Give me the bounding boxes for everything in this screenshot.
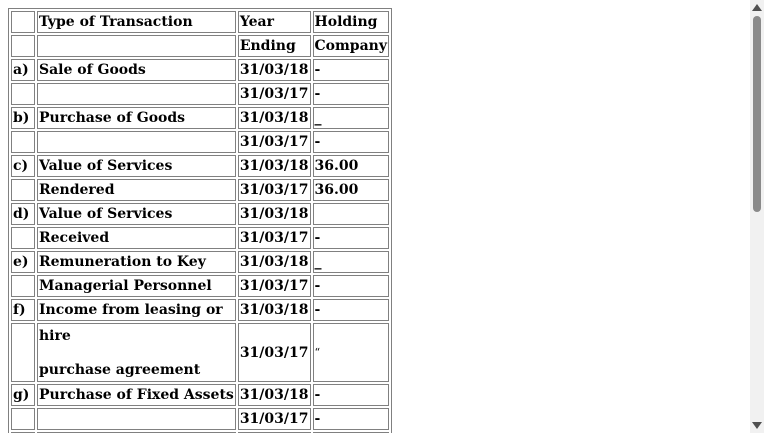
transaction-type: Purchase of Fixed Assets [37, 384, 236, 406]
year-ending: 31/03/18 [237, 155, 311, 177]
transaction-type [37, 83, 236, 105]
year-ending: 31/03/18 [237, 107, 311, 129]
row-label [11, 179, 35, 201]
header-cell [11, 35, 35, 57]
header-cell-ending: Ending [237, 35, 311, 57]
holding-company-value: - [312, 131, 389, 153]
holding-company-value: - [312, 299, 389, 321]
row-label: d) [11, 203, 35, 225]
table-row: 31/03/17 - [11, 408, 389, 430]
row-label: b) [11, 107, 35, 129]
year-ending: 31/03/18 [237, 299, 311, 321]
row-label: e) [11, 251, 35, 273]
holding-company-value: 36.00 [312, 155, 389, 177]
scroll-up-arrow-icon[interactable] [752, 4, 762, 11]
table-row: b) Purchase of Goods 31/03/18 _ [11, 107, 389, 129]
table-row: 31/03/17 - [11, 131, 389, 153]
transaction-type: Value of Services [37, 155, 236, 177]
header-cell-type: Type of Transaction [37, 11, 236, 33]
row-label [11, 408, 35, 430]
row-label: c) [11, 155, 35, 177]
row-label [11, 131, 35, 153]
transaction-type: Sale of Goods [37, 59, 236, 81]
row-label [11, 83, 35, 105]
transaction-type: Managerial Personnel [37, 275, 236, 297]
year-ending: 31/03/18 [237, 384, 311, 406]
transaction-type-line: purchase agreement [39, 361, 201, 378]
table-row: Managerial Personnel 31/03/17 - [11, 275, 389, 297]
year-ending: 31/03/17 [237, 323, 311, 382]
transaction-type: Remuneration to Key [37, 251, 236, 273]
year-ending: 31/03/17 [237, 179, 311, 201]
holding-company-value: “ [312, 323, 389, 382]
header-cell-holding: Holding [312, 11, 389, 33]
transaction-type: Rendered [37, 179, 236, 201]
row-label: a) [11, 59, 35, 81]
table-row: a) Sale of Goods 31/03/18 - [11, 59, 389, 81]
table-row: hire purchase agreement 31/03/17 “ [11, 323, 389, 382]
table-row: c) Value of Services 31/03/18 36.00 [11, 155, 389, 177]
holding-company-value [312, 203, 389, 225]
year-ending: 31/03/18 [237, 251, 311, 273]
table-row: 31/03/17 - [11, 83, 389, 105]
transaction-type: Income from leasing or [37, 299, 236, 321]
holding-company-value: - [312, 408, 389, 430]
holding-company-value: _ [312, 251, 389, 273]
scroll-thumb[interactable] [753, 16, 761, 212]
table-row: g) Purchase of Fixed Assets 31/03/18 - [11, 384, 389, 406]
holding-company-value: - [312, 59, 389, 81]
table-row: e) Remuneration to Key 31/03/18 _ [11, 251, 389, 273]
row-label [11, 227, 35, 249]
header-cell-year: Year [237, 11, 311, 33]
table-row: Received 31/03/17 - [11, 227, 389, 249]
year-ending: 31/03/18 [237, 203, 311, 225]
vertical-scrollbar[interactable] [750, 0, 764, 433]
transaction-type: Purchase of Goods [37, 107, 236, 129]
transaction-type: Value of Services [37, 203, 236, 225]
table-header-row: Ending Company [11, 35, 389, 57]
header-cell-company: Company [312, 35, 389, 57]
table-row: Rendered 31/03/17 36.00 [11, 179, 389, 201]
year-ending: 31/03/17 [237, 275, 311, 297]
row-label [11, 323, 35, 382]
year-ending: 31/03/18 [237, 59, 311, 81]
holding-company-value: - [312, 384, 389, 406]
transaction-type: Received [37, 227, 236, 249]
table-row: d) Value of Services 31/03/18 [11, 203, 389, 225]
transaction-type-multiline: hire purchase agreement [37, 323, 236, 382]
transactions-table: Type of Transaction Year Holding Ending … [8, 8, 392, 433]
holding-company-value: - [312, 83, 389, 105]
year-ending: 31/03/17 [237, 408, 311, 430]
holding-company-value: - [312, 275, 389, 297]
year-ending: 31/03/17 [237, 131, 311, 153]
transaction-type [37, 131, 236, 153]
header-cell [11, 11, 35, 33]
scroll-down-arrow-icon[interactable] [752, 422, 762, 429]
table-header-row: Type of Transaction Year Holding [11, 11, 389, 33]
transaction-type-line: hire [39, 327, 71, 344]
holding-company-value: - [312, 227, 389, 249]
year-ending: 31/03/17 [237, 227, 311, 249]
holding-company-value: 36.00 [312, 179, 389, 201]
transaction-type [37, 408, 236, 430]
year-ending: 31/03/17 [237, 83, 311, 105]
header-cell [37, 35, 236, 57]
row-label: f) [11, 299, 35, 321]
row-label: g) [11, 384, 35, 406]
row-label [11, 275, 35, 297]
holding-company-value: _ [312, 107, 389, 129]
table-row: f) Income from leasing or 31/03/18 - [11, 299, 389, 321]
